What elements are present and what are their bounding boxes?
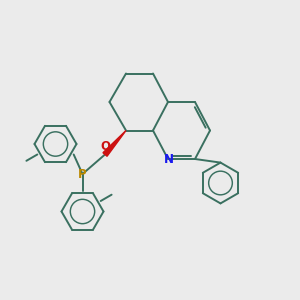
Text: P: P: [78, 167, 87, 181]
Text: O: O: [100, 140, 110, 154]
Polygon shape: [103, 130, 126, 156]
Text: N: N: [164, 153, 174, 166]
